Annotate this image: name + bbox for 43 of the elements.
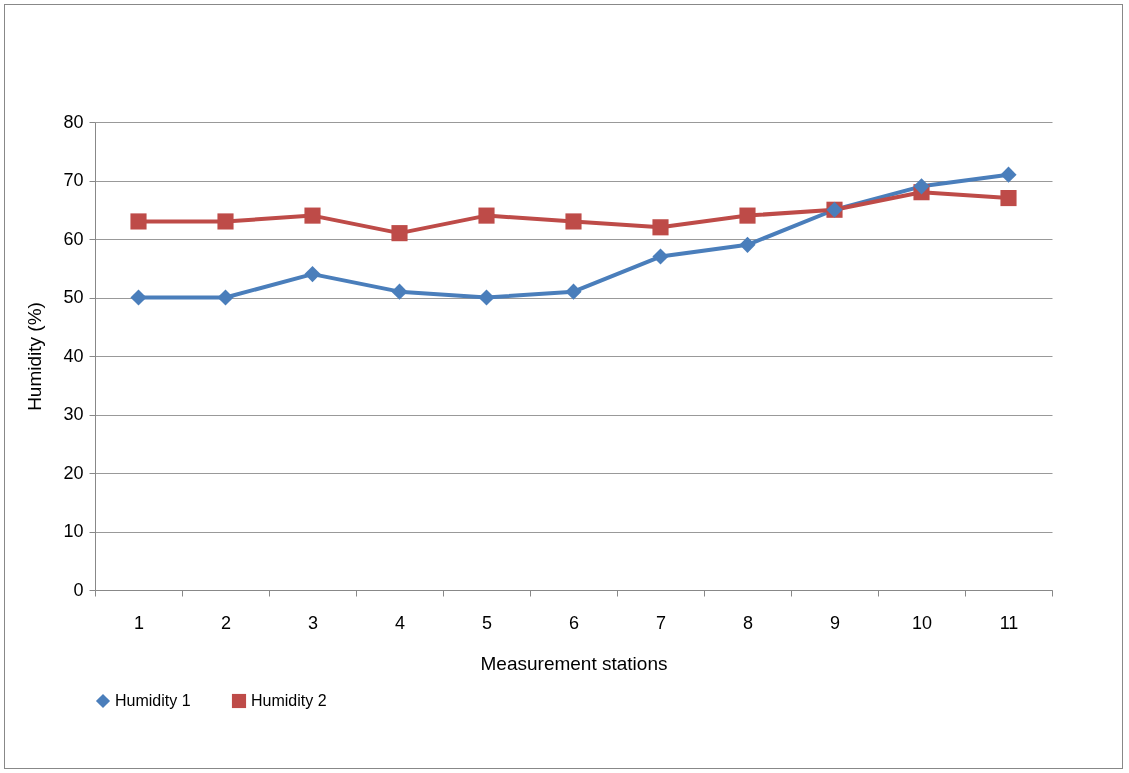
point	[130, 213, 147, 230]
x-tick-label: 11	[999, 612, 1019, 633]
y-tick-label: 40	[63, 345, 84, 366]
x-tick-label: 4	[394, 612, 406, 633]
point	[478, 289, 495, 306]
point	[304, 266, 321, 283]
y-tick-label: 0	[73, 579, 84, 600]
x-tick-label: 3	[307, 612, 319, 633]
y-tick-label: 60	[63, 228, 84, 249]
x-tick-label: 1	[133, 612, 145, 633]
x-axis-title: Measurement stations	[480, 652, 668, 674]
point	[217, 213, 234, 230]
legend-label: Humidity 2	[251, 692, 327, 709]
x-tick-label: 2	[220, 612, 232, 633]
y-tick-label: 20	[63, 462, 84, 483]
x-tick-label: 8	[742, 612, 754, 633]
y-tick-label: 70	[63, 170, 84, 190]
point	[1000, 166, 1017, 183]
point	[391, 225, 408, 242]
point	[391, 283, 408, 300]
point	[739, 236, 756, 253]
y-tick-label: 80	[63, 111, 84, 132]
point	[913, 178, 930, 195]
point	[130, 289, 147, 306]
point	[652, 248, 669, 265]
y-tick-label: 30	[63, 404, 84, 424]
y-tick-label: 10	[63, 521, 84, 541]
x-tick-label: 7	[655, 612, 667, 633]
point	[652, 219, 669, 236]
y-axis-title: Humidity (%)	[24, 302, 46, 411]
point	[478, 207, 495, 224]
y-tick-label: 50	[63, 287, 84, 307]
point	[565, 213, 582, 230]
point	[1000, 189, 1017, 207]
point	[739, 207, 756, 224]
legend-label: Humidity 1	[115, 692, 191, 709]
x-tick-label: 9	[829, 612, 841, 633]
point	[565, 283, 582, 300]
x-tick-label: 5	[481, 612, 493, 633]
point	[217, 289, 234, 306]
x-tick-label: 10	[911, 612, 933, 633]
x-tick-label: 6	[568, 612, 580, 633]
point	[304, 207, 321, 224]
